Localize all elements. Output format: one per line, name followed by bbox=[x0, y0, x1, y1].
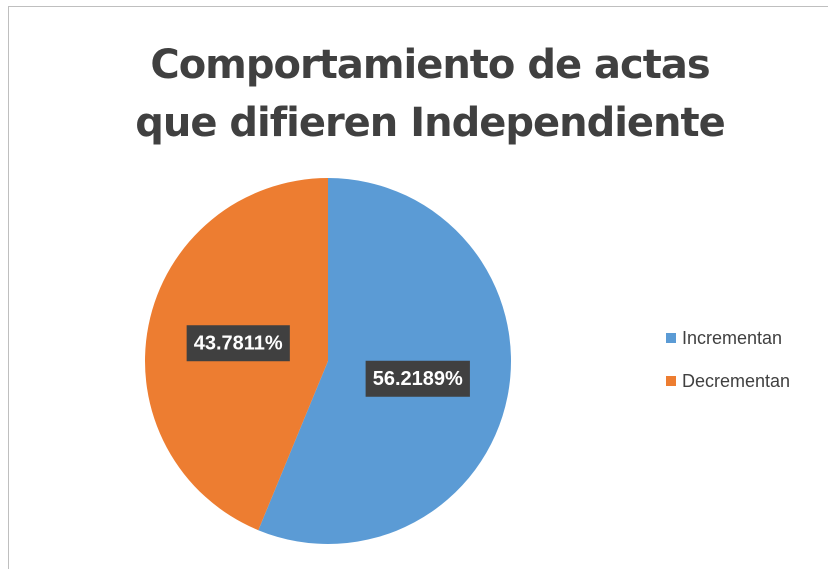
chart-border bbox=[8, 6, 828, 569]
data-label-bg bbox=[186, 325, 290, 362]
data-label: 43.7811% bbox=[194, 333, 283, 355]
legend-swatch bbox=[666, 376, 676, 386]
legend-label: Incrementan bbox=[682, 328, 782, 348]
legend-swatch bbox=[666, 333, 676, 343]
chart-title: Comportamiento de actas que difieren Ind… bbox=[135, 42, 726, 146]
data-label: 56.2189% bbox=[373, 368, 463, 390]
legend-label: Decrementan bbox=[682, 371, 790, 391]
data-label-bg bbox=[365, 360, 470, 397]
